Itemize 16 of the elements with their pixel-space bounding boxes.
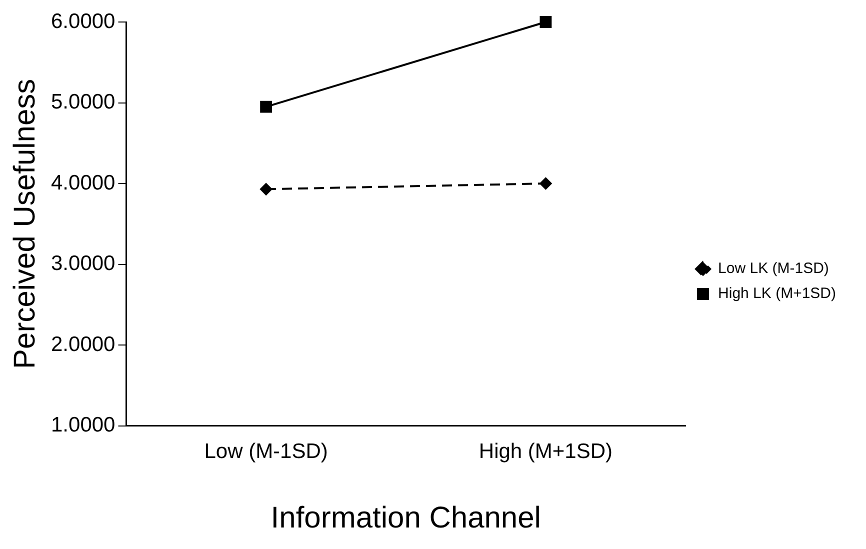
legend-label: Low LK (M-1SD) xyxy=(718,260,829,278)
point xyxy=(540,16,552,28)
y-tick-label: 4.0000 xyxy=(50,171,116,194)
x-tick-label: Low (M-1SD) xyxy=(204,440,328,464)
y-tick-label: 1.0000 xyxy=(50,414,116,437)
y-tick-label: 5.0000 xyxy=(50,90,116,114)
y-tick-label: 2.0000 xyxy=(50,332,116,356)
x-axis-title: Information Channel xyxy=(270,501,541,534)
point xyxy=(260,100,272,113)
legend-label: High LK (M+1SD) xyxy=(718,285,836,302)
y-tick-label: 6.0000 xyxy=(50,10,116,33)
x-tick-label: High (M+1SD) xyxy=(478,440,613,464)
y-tick-label: 3.0000 xyxy=(50,252,116,276)
y-axis-title: Perceived Usefulness xyxy=(8,78,42,369)
point xyxy=(260,183,272,196)
point xyxy=(540,178,552,190)
